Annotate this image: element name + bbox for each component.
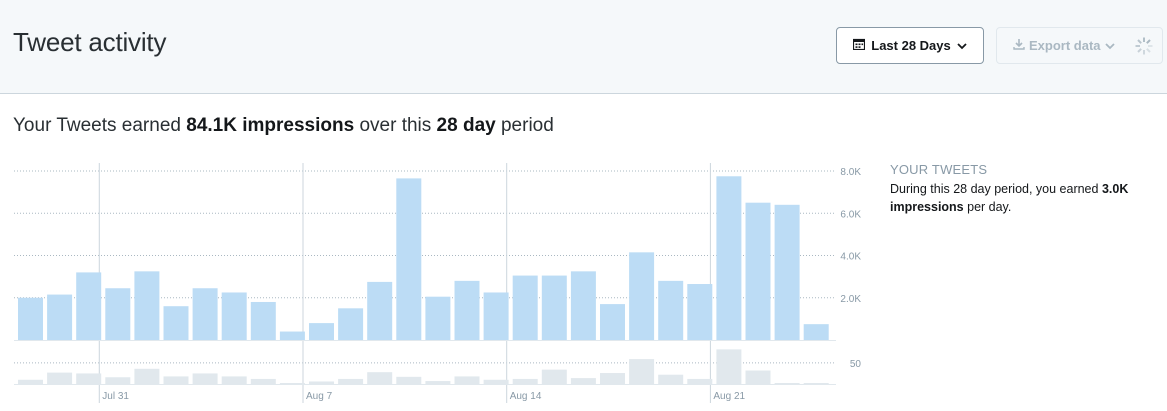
engagement-bar	[279, 383, 305, 384]
impressions-bar	[425, 296, 451, 340]
engagement-bar	[687, 378, 713, 384]
impressions-bar	[658, 280, 684, 340]
engagement-bar	[192, 373, 218, 384]
summary-period: 28 day	[436, 115, 496, 136]
engagement-bar	[367, 372, 393, 384]
engagement-bar	[454, 376, 480, 384]
impressions-bar	[512, 275, 538, 340]
loading-spinner-icon	[1134, 36, 1154, 59]
impressions-summary: Your Tweets earned 84.1K impressions ove…	[13, 115, 554, 137]
spinner-segment	[1137, 48, 1142, 53]
impressions-bar	[338, 308, 364, 340]
export-data-dropdown[interactable]: Export data	[996, 27, 1163, 64]
date-range-label: Last 28 Days	[871, 38, 951, 53]
y-tick-label: 2.0K	[840, 294, 861, 305]
y-tick-label: 4.0K	[840, 252, 861, 263]
impressions-bar	[774, 204, 800, 340]
spinner-segment	[1146, 48, 1151, 53]
chevron-down-icon	[1104, 38, 1115, 53]
engagement-bar	[221, 376, 247, 384]
engagement-bar	[396, 376, 422, 384]
impressions-bar	[134, 271, 160, 340]
download-icon	[1013, 38, 1025, 53]
summary-prefix: Your Tweets earned	[13, 115, 187, 136]
impressions-bar	[221, 292, 247, 340]
tweet-activity-chart: 2.0K 4.0K 6.0K 8.0K 50 Jul 31 Aug 7 Aug 14 Aug 2…	[14, 163, 862, 403]
x-tick-label: Aug 7	[306, 391, 333, 402]
engagement-bar	[716, 349, 742, 384]
impressions-bar	[76, 272, 102, 340]
x-tick-label: Jul 31	[102, 391, 129, 402]
impressions-bar	[483, 292, 509, 340]
date-range-dropdown[interactable]: Last 28 Days	[836, 27, 984, 64]
impressions-bar	[105, 288, 131, 340]
engagement-bar	[163, 376, 189, 384]
engagement-bar	[774, 383, 800, 384]
impressions-bar	[250, 301, 276, 340]
engagement-bar	[600, 373, 625, 384]
engagement-bar	[47, 372, 73, 384]
engagement-bar	[338, 378, 364, 384]
engagement-bar	[483, 379, 509, 384]
engagement-bar	[250, 378, 276, 384]
spinner-segment	[1137, 39, 1142, 44]
engagement-bar	[76, 373, 102, 384]
impressions-bar	[541, 275, 567, 340]
calendar-icon	[853, 38, 866, 53]
side-text-bold: 3.0K impressions	[890, 182, 1129, 214]
engagement-bar	[134, 368, 160, 384]
impressions-bar	[629, 252, 655, 340]
impressions-bar	[18, 297, 43, 340]
impressions-bar	[570, 271, 596, 340]
engagement-bar	[570, 378, 596, 384]
engagement-bar	[425, 381, 451, 384]
engagement-bar	[803, 383, 829, 384]
export-data-label: Export data	[1029, 38, 1101, 53]
header-bar: Tweet activity Last 28 Days Export	[0, 0, 1167, 94]
impressions-bar	[309, 323, 334, 340]
impressions-bar	[454, 280, 480, 340]
side-panel-text: During this 28 day period, you earned 3.…	[890, 180, 1160, 216]
engagement-bar	[658, 374, 684, 384]
page-title: Tweet activity	[13, 27, 167, 57]
summary-impressions: 84.1K impressions	[186, 115, 355, 136]
impressions-bar	[367, 281, 393, 340]
impressions-bar	[600, 304, 625, 340]
impressions-bar	[192, 288, 218, 340]
side-text-after: per day.	[963, 200, 1012, 214]
spinner-segment	[1146, 39, 1151, 44]
y-tick-label: 50	[850, 359, 862, 370]
engagement-bar	[105, 377, 131, 384]
engagement-bar	[512, 378, 538, 384]
y-tick-label: 8.0K	[840, 167, 861, 178]
impressions-bar	[279, 331, 305, 340]
x-tick-label: Aug 21	[713, 391, 745, 402]
summary-suffix: period	[495, 115, 554, 136]
x-tick-label: Aug 14	[510, 391, 542, 402]
y-tick-label: 6.0K	[840, 209, 861, 220]
engagement-bar	[18, 379, 43, 384]
impressions-bar	[47, 294, 73, 340]
chevron-down-icon	[957, 38, 967, 53]
engagement-bar	[745, 370, 771, 384]
engagement-bar	[629, 359, 655, 384]
side-panel-title: YOUR TWEETS	[890, 162, 988, 177]
impressions-bar	[745, 202, 771, 340]
engagement-bar	[309, 381, 334, 384]
impressions-bar	[163, 306, 189, 340]
impressions-bar	[716, 176, 742, 340]
impressions-bar	[687, 284, 713, 340]
summary-middle: over this	[354, 115, 437, 136]
side-text-before: During this 28 day period, you earned	[890, 182, 1102, 196]
impressions-bar	[396, 178, 422, 340]
impressions-bar	[803, 324, 829, 340]
engagement-bar	[541, 369, 567, 384]
